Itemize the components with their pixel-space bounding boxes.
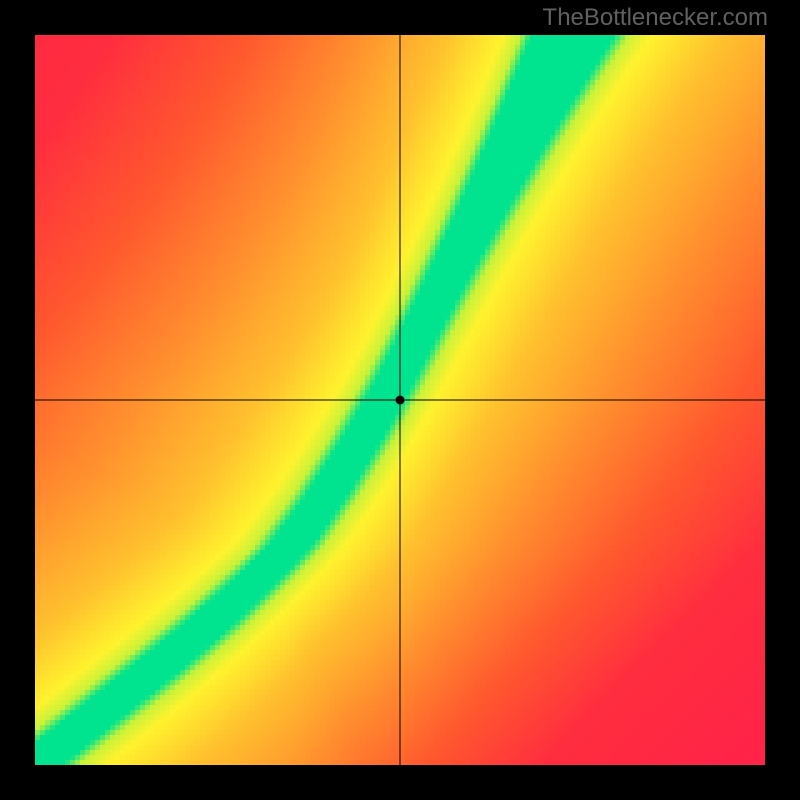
- bottleneck-heatmap: [35, 35, 765, 765]
- chart-container: TheBottlenecker.com: [0, 0, 800, 800]
- watermark-text: TheBottlenecker.com: [543, 4, 768, 32]
